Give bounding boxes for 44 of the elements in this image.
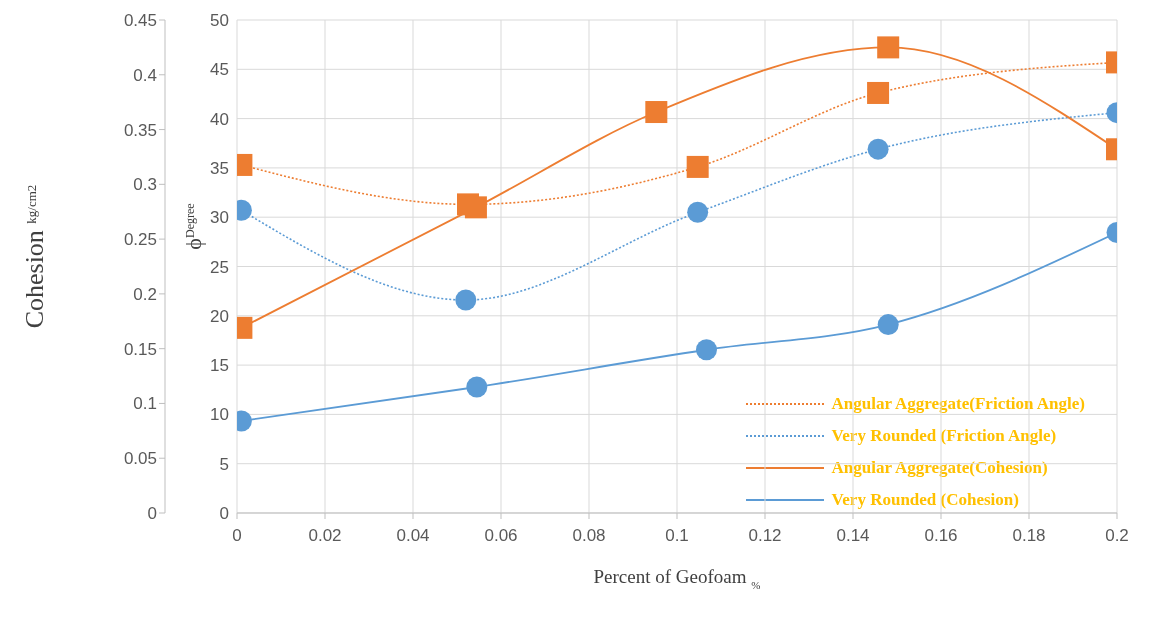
point <box>464 196 487 219</box>
x-tick-label: 0 <box>232 526 242 546</box>
y-tick-label: 0.2 <box>133 284 157 304</box>
y-tick-label: 0.3 <box>133 175 157 195</box>
y-tick-label: 0.4 <box>133 65 157 85</box>
x-tick-label: 0.1 <box>665 526 689 546</box>
x-axis-title: Percent of Geofoam $_{%}$ <box>593 566 761 591</box>
x-tick-label: 0.06 <box>484 526 518 546</box>
y2-tick-label: 40 <box>210 109 229 129</box>
point <box>686 155 709 178</box>
y2-tick-label: 25 <box>210 257 229 277</box>
y2-tick-label: 35 <box>210 158 229 178</box>
point <box>466 376 488 398</box>
y2-tick-label: 5 <box>219 454 229 474</box>
legend-label: Very Rounded (Friction Angle) <box>831 425 1057 447</box>
x-tick-label: 0.2 <box>1105 526 1129 546</box>
legend-label: Angular Aggregate(Friction Angle) <box>831 393 1085 415</box>
x-tick-label: 0.08 <box>572 526 606 546</box>
x-tick-label: 0.16 <box>924 526 958 546</box>
x-tick-label: 0.12 <box>748 526 782 546</box>
y-tick-label: 0.1 <box>133 394 157 414</box>
x-tick-label: 0.18 <box>1012 526 1046 546</box>
x-tick-label: 0.14 <box>836 526 870 546</box>
legend-label: Very Rounded (Cohesion) <box>831 489 1019 511</box>
y2-tick-label: 20 <box>210 306 229 326</box>
x-tick-label: 0.04 <box>396 526 430 546</box>
y2-tick-label: 0 <box>219 504 229 524</box>
y-tick-label: 0.05 <box>123 449 157 469</box>
y2-tick-label: 15 <box>210 356 229 376</box>
y2-tick-label: 10 <box>210 405 229 425</box>
y-tick-label: 0.15 <box>123 339 157 359</box>
y2-tick-label: 45 <box>210 60 229 80</box>
y-tick-label: 0.35 <box>123 120 157 140</box>
y-tick-label: 0.45 <box>123 11 157 31</box>
x-tick-label: 0.02 <box>308 526 342 546</box>
point <box>455 289 477 311</box>
point <box>687 201 709 223</box>
y2-tick-label: 30 <box>210 208 229 228</box>
point <box>695 339 717 361</box>
legend-label: Angular Aggregate(Cohesion) <box>831 457 1048 479</box>
point <box>645 101 668 124</box>
y2-tick-label: 50 <box>210 11 229 31</box>
y-tick-label: 0.25 <box>123 230 157 250</box>
y-tick-label: 0 <box>147 504 157 524</box>
